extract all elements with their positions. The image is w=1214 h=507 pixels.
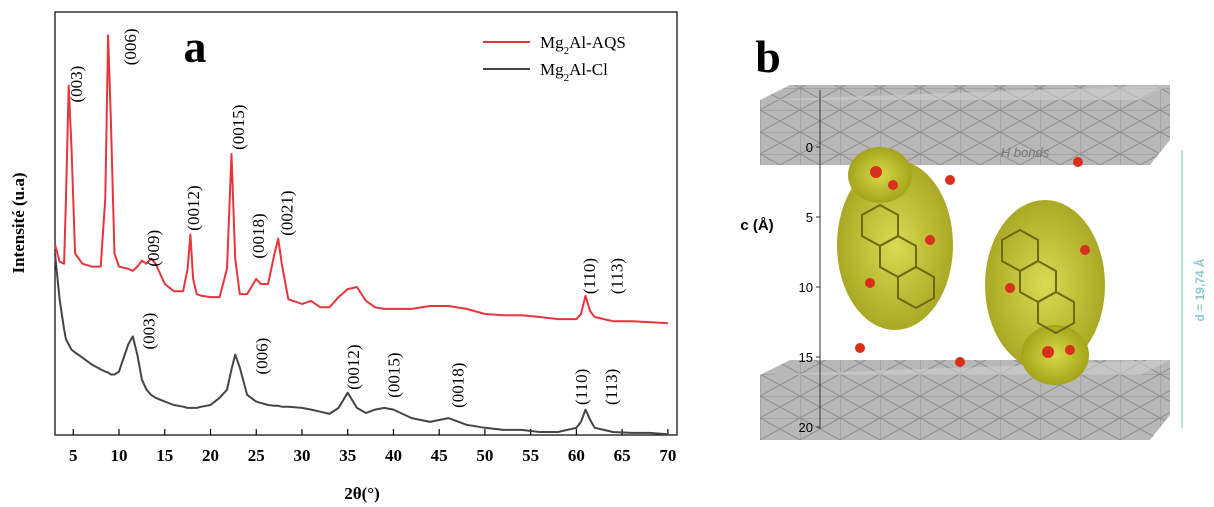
peak-label: (110) [572,369,591,405]
peak-label: (113) [608,258,627,294]
axis-label: c (Å) [740,217,773,234]
peak-label: (0012) [184,185,203,230]
x-tick-label: 20 [202,446,219,465]
x-tick-label: 55 [522,446,539,465]
y-axis-label: Intensité (u.a) [9,172,28,273]
x-tick-label: 60 [568,446,585,465]
x-tick-label: 45 [431,446,448,465]
peak-label: (003) [67,66,86,103]
x-tick-label: 50 [476,446,493,465]
c-tick-label: 10 [799,280,813,295]
dimension-label: d = 19,74 Å [1192,258,1207,321]
panel-label: a [184,21,207,72]
annotation: H bonds [1001,145,1050,160]
peak-label: (113) [602,369,621,405]
c-tick-label: 15 [799,350,813,365]
peak-label: (0018) [249,213,268,258]
x-tick-label: 25 [248,446,265,465]
c-tick-label: 0 [806,140,813,155]
layer-illustration [760,85,1183,440]
x-tick-label: 10 [111,446,128,465]
legend-label: Mg2Al-Cl [540,60,608,84]
legend-label: Mg2Al-AQS [540,33,626,57]
peak-label: (006) [121,28,140,65]
peak-label: (110) [580,258,599,294]
peak-label: (0018) [448,363,467,408]
peak-label: (0015) [229,105,248,150]
peak-label: (0021) [277,190,296,235]
panel-label: b [755,31,781,82]
peak-label: (003) [139,313,158,350]
x-tick-label: 35 [339,446,356,465]
peak-label: (0012) [344,344,363,389]
x-tick-label: 30 [293,446,310,465]
c-tick-label: 5 [806,210,813,225]
peak-label: (006) [253,338,272,375]
plot-frame [54,11,678,436]
x-tick-label: 15 [156,446,173,465]
data-line [54,253,668,436]
peak-label: (009) [144,230,163,267]
x-tick-label: 40 [385,446,402,465]
c-tick-label: 20 [799,420,813,435]
peak-label: (0015) [384,352,403,397]
data-line [54,34,668,325]
x-tick-label: 5 [69,446,78,465]
x-tick-label: 65 [614,446,631,465]
x-axis-label: 2θ(°) [344,484,380,503]
x-tick-label: 70 [659,446,676,465]
